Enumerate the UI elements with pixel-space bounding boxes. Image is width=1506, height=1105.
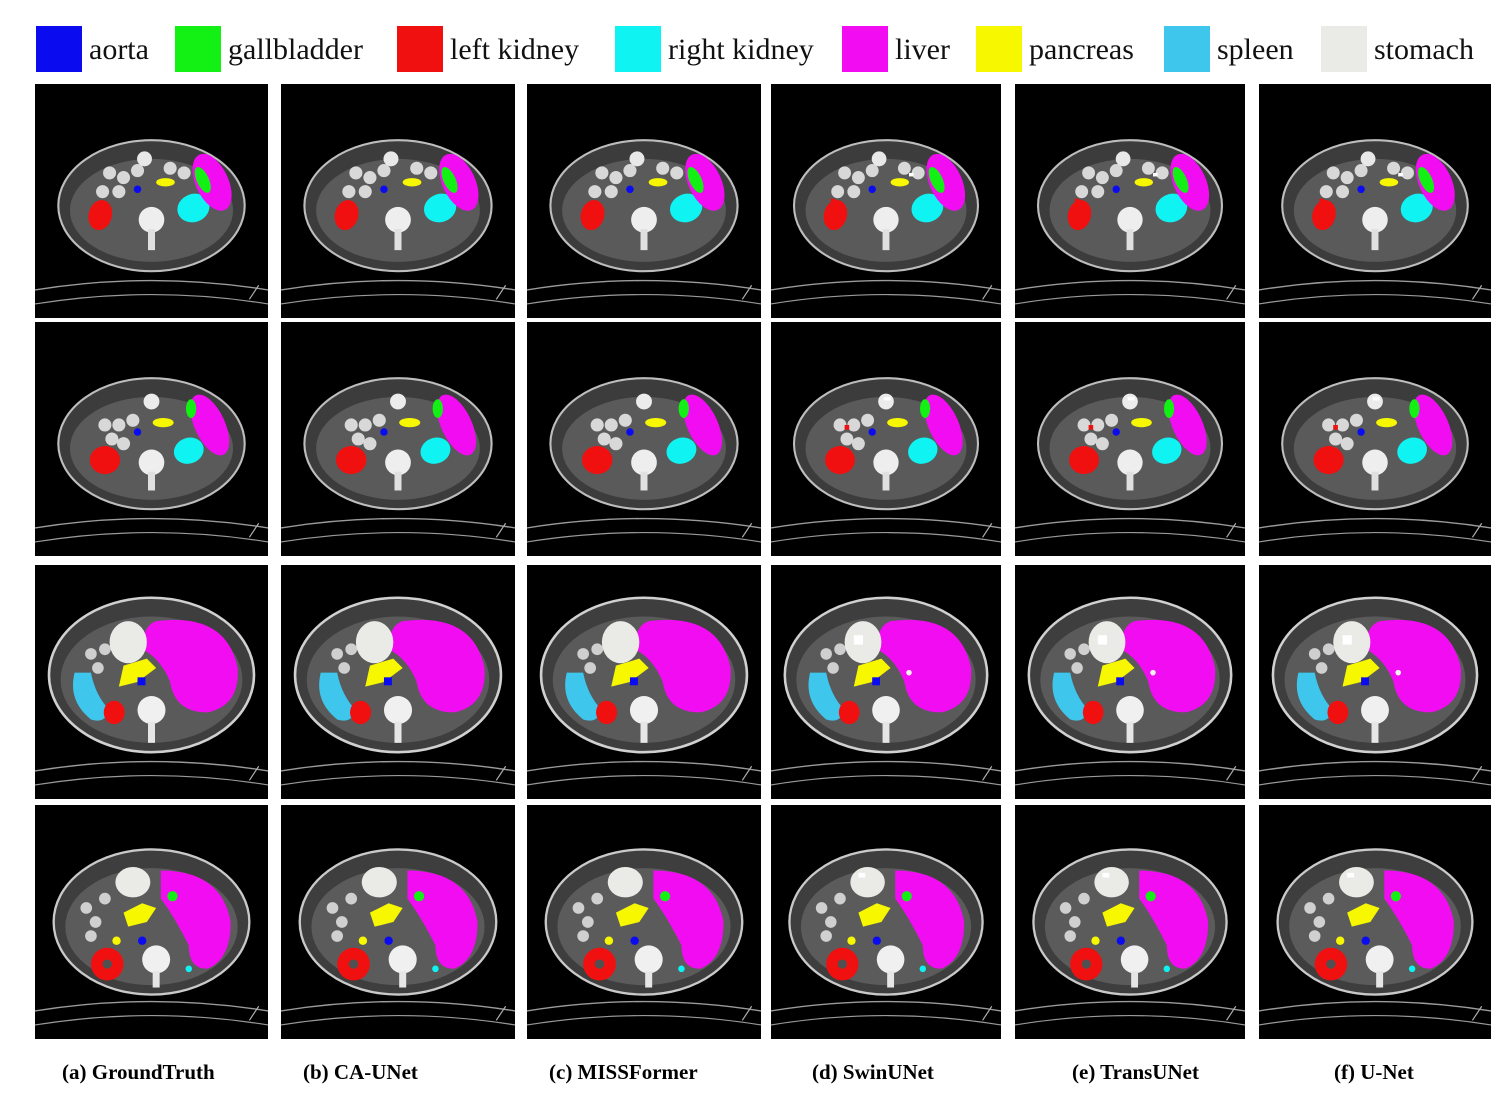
ct-scan-image (1259, 805, 1491, 1039)
caption-swinunet: (d) SwinUNet (812, 1060, 934, 1084)
legend-label-liver: liver (895, 33, 950, 66)
ct-scan-image (1259, 565, 1491, 799)
ct-scan-image (1015, 805, 1245, 1039)
legend-swatch-liver (842, 26, 888, 72)
caption-ca-unet: (b) CA-UNet (303, 1060, 418, 1084)
ct-scan-image (771, 805, 1001, 1039)
ct-scan-image (35, 805, 268, 1039)
legend-label-spleen: spleen (1217, 33, 1294, 66)
ct-scan-image (771, 84, 1001, 318)
ct-scan-image (1015, 322, 1245, 556)
legend-label-left-kidney: left kidney (450, 33, 580, 66)
ct-scan-image (527, 565, 761, 799)
ct-scan-image (35, 322, 268, 556)
ct-scan-image (281, 84, 515, 318)
ct-scan-image (1015, 84, 1245, 318)
ct-scan-image (281, 805, 515, 1039)
ct-scan-image (281, 565, 515, 799)
ct-scan-image (281, 322, 515, 556)
legend-label-aorta: aorta (89, 33, 149, 66)
legend-swatch-spleen (1164, 26, 1210, 72)
ct-scan-image (527, 322, 761, 556)
organ-legend: aorta gallbladder left kidney right kidn… (36, 26, 1488, 74)
ct-scan-image (35, 565, 268, 799)
legend-label-right-kidney: right kidney (668, 33, 814, 66)
ct-scan-image (1015, 565, 1245, 799)
legend-swatch-gallbladder (175, 26, 221, 72)
ct-scan-image (771, 322, 1001, 556)
legend-swatch-pancreas (976, 26, 1022, 72)
ct-scan-image (35, 84, 268, 318)
legend-swatch-stomach (1321, 26, 1367, 72)
caption-groundtruth: (a) GroundTruth (62, 1060, 215, 1084)
ct-scan-image (527, 805, 761, 1039)
caption-missformer: (c) MISSFormer (549, 1060, 698, 1084)
legend-swatch-left-kidney (397, 26, 443, 72)
legend-label-stomach: stomach (1374, 33, 1474, 66)
legend-label-gallbladder: gallbladder (228, 33, 363, 66)
ct-scan-image (1259, 84, 1491, 318)
ct-scan-image (1259, 322, 1491, 556)
ct-scan-image (527, 84, 761, 318)
legend-label-pancreas: pancreas (1029, 33, 1134, 66)
legend-swatch-aorta (36, 26, 82, 72)
caption-u-net: (f) U-Net (1334, 1060, 1414, 1084)
legend-swatch-right-kidney (615, 26, 661, 72)
ct-scan-image (771, 565, 1001, 799)
caption-transunet: (e) TransUNet (1072, 1060, 1199, 1084)
